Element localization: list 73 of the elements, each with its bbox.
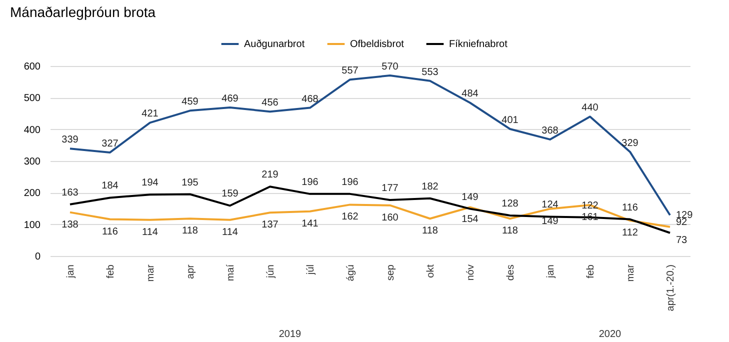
data-label: 184 [102,180,119,192]
legend-label: Fíkniefnabrot [449,39,508,50]
data-label: 163 [62,187,79,198]
data-label: 160 [382,212,399,224]
data-label: 73 [676,234,688,246]
y-tick-label: 400 [24,124,41,136]
data-label: 118 [502,226,518,237]
data-label: 154 [462,214,479,226]
x-tick-label: jún [266,264,276,279]
data-label: 196 [302,176,319,188]
x-tick-label: jan [546,264,556,279]
legend-label: Ofbeldisbrot [350,39,404,50]
x-tick-label: ágú [346,264,356,282]
data-label: 570 [382,62,399,72]
data-label: 327 [102,138,119,150]
y-tick-label: 200 [24,188,41,200]
text: 2019 [278,329,302,340]
x-tick-label: júl [306,264,316,276]
data-label: 124 [542,200,559,211]
x-tick-label: des [506,264,516,281]
data-label: 557 [342,66,359,77]
data-label: 114 [222,226,238,238]
data-label: 469 [222,93,239,104]
y-tick-label: 0 [34,252,41,262]
x-tick-label: nóv [466,264,476,281]
data-label: 182 [422,181,439,192]
data-label: 440 [582,102,599,114]
x-tick-label: maí [226,264,236,282]
data-label: 401 [502,115,519,126]
data-label: 368 [542,125,559,136]
data-label: 137 [262,220,279,231]
data-label: 339 [62,134,79,146]
data-label: 118 [182,226,198,237]
data-label: 114 [142,226,158,238]
data-label: 116 [622,202,638,214]
data-label: 141 [302,218,319,230]
y-tick-label: 300 [24,156,41,168]
data-label: 196 [342,176,359,188]
data-label: 162 [342,212,359,223]
data-label: 468 [302,94,319,105]
x-tick-label: jan [66,264,76,279]
data-label: 421 [142,108,159,120]
data-label: 456 [262,98,279,109]
legend-label: Auðgunarbrot [244,39,305,50]
data-label: 149 [542,216,559,227]
x-tick-label: sep [386,264,396,281]
data-label: 112 [622,228,638,239]
data-label: 553 [422,66,439,78]
data-label: 138 [62,219,79,230]
x-tick-label: mar [626,264,636,282]
data-label: 219 [262,170,279,181]
data-label: 159 [222,188,239,200]
x-tick-label: feb [106,264,116,278]
data-label: 116 [102,226,118,238]
y-tick-label: 500 [24,93,41,104]
x-tick-label: okt [426,264,436,278]
data-label: 194 [142,178,159,189]
x-tick-label: apr(1.-20.) [666,264,676,312]
y-tick-label: 100 [24,220,41,231]
text: 2020 [598,329,622,340]
data-label: 329 [622,138,639,149]
data-label: 118 [422,226,438,237]
x-tick-label: mar [146,264,156,282]
chart-title: Mánaðarlegþróun brota [10,4,156,20]
data-label: 149 [462,192,479,203]
data-label: 195 [182,177,199,188]
data-label: 459 [182,96,199,108]
x-tick-label: apr [186,264,196,279]
data-label: 128 [502,198,519,210]
x-tick-label: feb [586,264,596,278]
data-label: 484 [462,88,479,100]
data-label: 177 [382,182,399,194]
y-tick-label: 600 [24,62,41,72]
